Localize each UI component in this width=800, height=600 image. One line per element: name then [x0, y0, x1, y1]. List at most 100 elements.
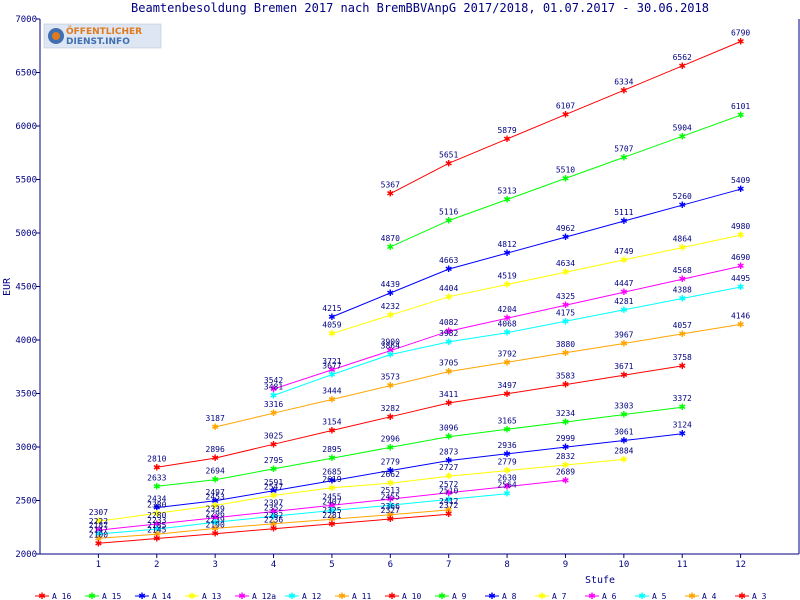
data-label-a8: 2873	[439, 448, 458, 457]
data-label-a16: 6562	[673, 53, 692, 62]
data-point-a14: ✱	[445, 265, 453, 275]
data-point-a13: ✱	[445, 293, 453, 303]
data-label-a12: 4281	[614, 297, 633, 306]
legend-item-a7: ✱ A_7	[535, 592, 567, 600]
data-point-a10: ✱	[562, 381, 570, 391]
data-label-a12a: 3542	[264, 376, 283, 385]
x-tick-label: 8	[504, 560, 509, 570]
series-line-a12	[273, 286, 741, 396]
data-label-a5: 2296	[206, 509, 225, 518]
data-point-a11: ✱	[503, 358, 511, 368]
data-label-a7: 2727	[439, 463, 458, 472]
series-layer: ✱✱✱✱✱✱✱✱✱✱✱✱✱✱✱✱✱✱✱✱✱✱✱✱✱✱✱✱✱✱✱✱✱✱✱✱✱✱✱✱…	[95, 37, 745, 549]
data-point-a8: ✱	[328, 477, 336, 487]
data-label-a16: 6790	[731, 28, 750, 37]
data-label-a8: 2497	[206, 488, 225, 497]
x-tick-label: 3	[212, 560, 217, 570]
series-a7: ✱✱✱✱✱ ✱✱✱✱✱	[95, 455, 628, 527]
data-point-a7: ✱	[270, 491, 278, 501]
data-point-a14: ✱	[387, 289, 395, 299]
data-point-a9: ✱	[328, 454, 336, 464]
data-point-a5: ✱	[387, 501, 395, 511]
data-label-a4: 2282	[264, 511, 283, 520]
data-point-a13: ✱	[562, 268, 570, 278]
data-label-a13: 4059	[322, 321, 341, 330]
data-point-a6: ✱	[445, 489, 453, 499]
data-label-a11: 3967	[614, 331, 633, 340]
y-tick-label: 5000	[15, 229, 37, 239]
data-point-a4: ✱	[270, 520, 278, 530]
x-tick-label: 12	[735, 560, 746, 570]
series-a12: ✱✱✱✱✱✱✱✱✱	[270, 283, 745, 401]
data-point-a11: ✱	[211, 423, 219, 433]
x-axis-label: Stufe	[585, 575, 615, 586]
data-point-a10: ✱	[153, 463, 161, 473]
data-label-a13: 4404	[439, 284, 458, 293]
legend-label: A_6	[602, 592, 617, 600]
legend-item-a13: ✱ A_13	[185, 592, 221, 600]
data-label-a12: 3982	[439, 329, 458, 338]
data-label-a14: 4439	[381, 280, 400, 289]
series-a13: ✱ ✱ ✱ ✱ ✱ ✱ ✱ ✱	[328, 231, 744, 340]
data-point-a6: ✱	[270, 508, 278, 518]
data-label-a12: 4495	[731, 274, 750, 283]
data-point-a11: ✱	[562, 349, 570, 359]
data-label-a4: 2325	[322, 506, 341, 515]
data-label-a10: 3411	[439, 390, 458, 399]
data-label-a10: 3583	[556, 372, 575, 381]
data-label-a14: 4215	[322, 304, 341, 313]
logo-line-2: DIENST.INFO	[66, 37, 130, 47]
data-label-a7: 2619	[322, 475, 341, 484]
legend-item-a5: ✱ A_5	[635, 592, 667, 600]
data-label-a13: 4749	[614, 247, 633, 256]
data-point-a13: ✱	[620, 256, 628, 266]
data-point-a3: ✱	[211, 530, 219, 540]
data-point-a16: ✱	[737, 37, 745, 47]
data-label-a9: 3165	[497, 416, 516, 425]
data-point-a9: ✱	[678, 403, 686, 413]
data-label-a15: 5313	[497, 187, 516, 196]
data-label-a10: 3025	[264, 431, 283, 440]
data-point-a12: ✱	[678, 294, 686, 304]
data-label-a3: 2372	[439, 501, 458, 510]
data-label-a8: 2999	[556, 434, 575, 443]
legend-marker: ✱	[488, 592, 496, 600]
legend-marker: ✱	[338, 592, 346, 600]
data-label-a11: 4057	[673, 321, 692, 330]
data-point-a4: ✱	[445, 506, 453, 516]
site-logo: ÖFFENTLICHER DIENST.INFO	[43, 23, 162, 49]
data-label-a10: 2896	[206, 445, 225, 454]
y-tick-label: 7000	[15, 15, 37, 25]
x-tick-label: 7	[446, 560, 451, 570]
data-label-a7: 2547	[264, 482, 283, 491]
data-point-a3: ✱	[270, 525, 278, 535]
data-label-a15: 5707	[614, 144, 633, 153]
data-label-a12a: 4447	[614, 279, 633, 288]
data-label-a11: 4146	[731, 311, 750, 320]
y-tick-label: 6000	[15, 122, 37, 132]
x-tick-label: 6	[388, 560, 393, 570]
data-label-a13: 4634	[556, 259, 575, 268]
data-point-a12a: ✱	[678, 275, 686, 285]
legend-marker: ✱	[188, 592, 196, 600]
data-point-a5: ✱	[270, 512, 278, 522]
data-point-a12: ✱	[737, 283, 745, 293]
data-point-a12a: ✱	[445, 327, 453, 337]
data-point-a3: ✱	[95, 539, 103, 549]
series-a16: ✱ ✱ ✱ ✱ ✱ ✱ ✱	[387, 37, 745, 199]
data-point-a12: ✱	[270, 392, 278, 402]
legend-item-a10: ✱ A_10	[385, 592, 421, 600]
data-point-a11: ✱	[737, 320, 745, 330]
axes: 2000 2500 3000 3500 4000 4500 5000 5500 6000 6500…	[15, 15, 800, 570]
data-point-a8: ✱	[562, 443, 570, 453]
data-point-a12: ✱	[445, 338, 453, 348]
data-point-a5: ✱	[445, 495, 453, 505]
data-point-a6: ✱	[562, 476, 570, 486]
data-label-a10: 2810	[147, 454, 166, 463]
y-axis-label: EUR	[2, 277, 13, 296]
data-label-a6: 2280	[147, 511, 166, 520]
data-point-a11: ✱	[270, 409, 278, 419]
y-tick-label: 4000	[15, 336, 37, 346]
data-label-a14: 4663	[439, 256, 458, 265]
data-point-a7: ✱	[153, 509, 161, 519]
